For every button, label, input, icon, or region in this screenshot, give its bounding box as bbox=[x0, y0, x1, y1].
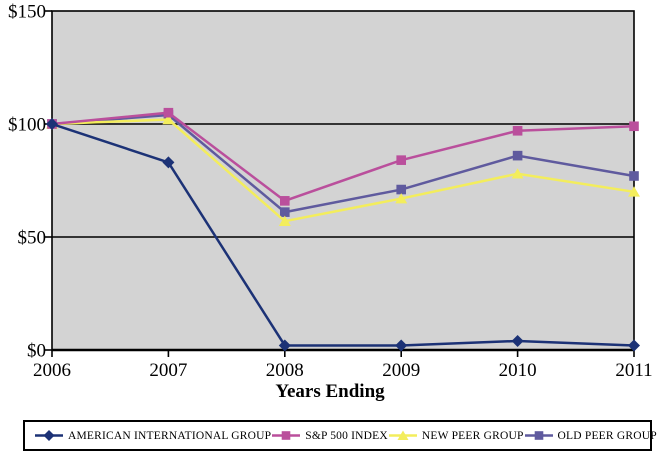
marker-old-peer-group-2011 bbox=[629, 171, 639, 181]
y-axis-tick-label: $0 bbox=[27, 341, 46, 362]
series-line-old-peer-group bbox=[51, 113, 635, 214]
y-axis-tick-label: $150 bbox=[8, 2, 46, 23]
legend-label: NEW PEER GROUP bbox=[421, 429, 524, 442]
marker-american-international-group-2007 bbox=[162, 156, 175, 169]
legend-item-old-peer-group: OLD PEER GROUP bbox=[524, 429, 657, 442]
legend-square-icon bbox=[524, 431, 553, 440]
legend-item-american-international-group: AMERICAN INTERNATIONAL GROUP bbox=[34, 429, 271, 442]
marker-new-peer-group-2007 bbox=[162, 113, 175, 125]
marker-s-p-500-index-2008 bbox=[280, 196, 290, 206]
marker-s-p-500-index-2011 bbox=[629, 121, 639, 132]
legend-triangle-icon bbox=[388, 430, 417, 440]
y-axis-tick-label: $50 bbox=[18, 228, 47, 249]
legend-label: S&P 500 INDEX bbox=[305, 429, 388, 442]
series-line-s-p-500-index bbox=[51, 111, 635, 203]
marker-s-p-500-index-2009 bbox=[396, 155, 406, 165]
marker-s-p-500-index-2010 bbox=[512, 125, 523, 136]
marker-old-peer-group-2009 bbox=[396, 184, 406, 195]
y-axis-tick-label: $100 bbox=[8, 115, 46, 136]
x-axis-title: Years Ending bbox=[275, 381, 385, 402]
performance-line-chart: $0 $50 $100 $150 2006 2007 2008 2009 2010 2011 Yea… bbox=[8, 2, 653, 403]
x-axis-tick-label: 2008 bbox=[266, 360, 304, 381]
chart-legend: AMERICAN INTERNATIONAL GROUP S&P 500 INDE… bbox=[23, 420, 657, 451]
legend-item-s-p-500-index: S&P 500 INDEX bbox=[271, 429, 388, 442]
marker-new-peer-group-2010 bbox=[511, 168, 524, 179]
x-axis-tick-label: 2011 bbox=[615, 360, 652, 381]
x-axis-tick-label: 2010 bbox=[499, 360, 537, 381]
legend-diamond-icon bbox=[35, 430, 63, 441]
x-axis-tick-label: 2006 bbox=[33, 360, 71, 381]
legend-item-new-peer-group: NEW PEER GROUP bbox=[388, 429, 524, 442]
marker-american-international-group-2006 bbox=[46, 118, 58, 130]
marker-american-international-group-2011 bbox=[628, 339, 640, 352]
marker-new-peer-group-2009 bbox=[395, 193, 408, 204]
series-line-american-international-group bbox=[51, 122, 635, 347]
legend-square-icon bbox=[272, 431, 301, 440]
marker-american-international-group-2009 bbox=[395, 339, 408, 352]
x-axis-tick-label: 2009 bbox=[382, 360, 420, 381]
marker-new-peer-group-2008 bbox=[278, 215, 291, 226]
marker-old-peer-group-2010 bbox=[512, 150, 523, 161]
x-axis-tick-label: 2007 bbox=[149, 360, 187, 381]
series-line-new-peer-group bbox=[51, 118, 635, 223]
marker-american-international-group-2010 bbox=[511, 334, 524, 347]
marker-american-international-group-2008 bbox=[278, 339, 291, 352]
marker-s-p-500-index-2007 bbox=[163, 107, 174, 118]
marker-old-peer-group-2008 bbox=[280, 207, 290, 217]
marker-new-peer-group-2011 bbox=[628, 186, 640, 197]
legend-label: OLD PEER GROUP bbox=[557, 429, 657, 442]
legend-label: AMERICAN INTERNATIONAL GROUP bbox=[68, 429, 272, 442]
